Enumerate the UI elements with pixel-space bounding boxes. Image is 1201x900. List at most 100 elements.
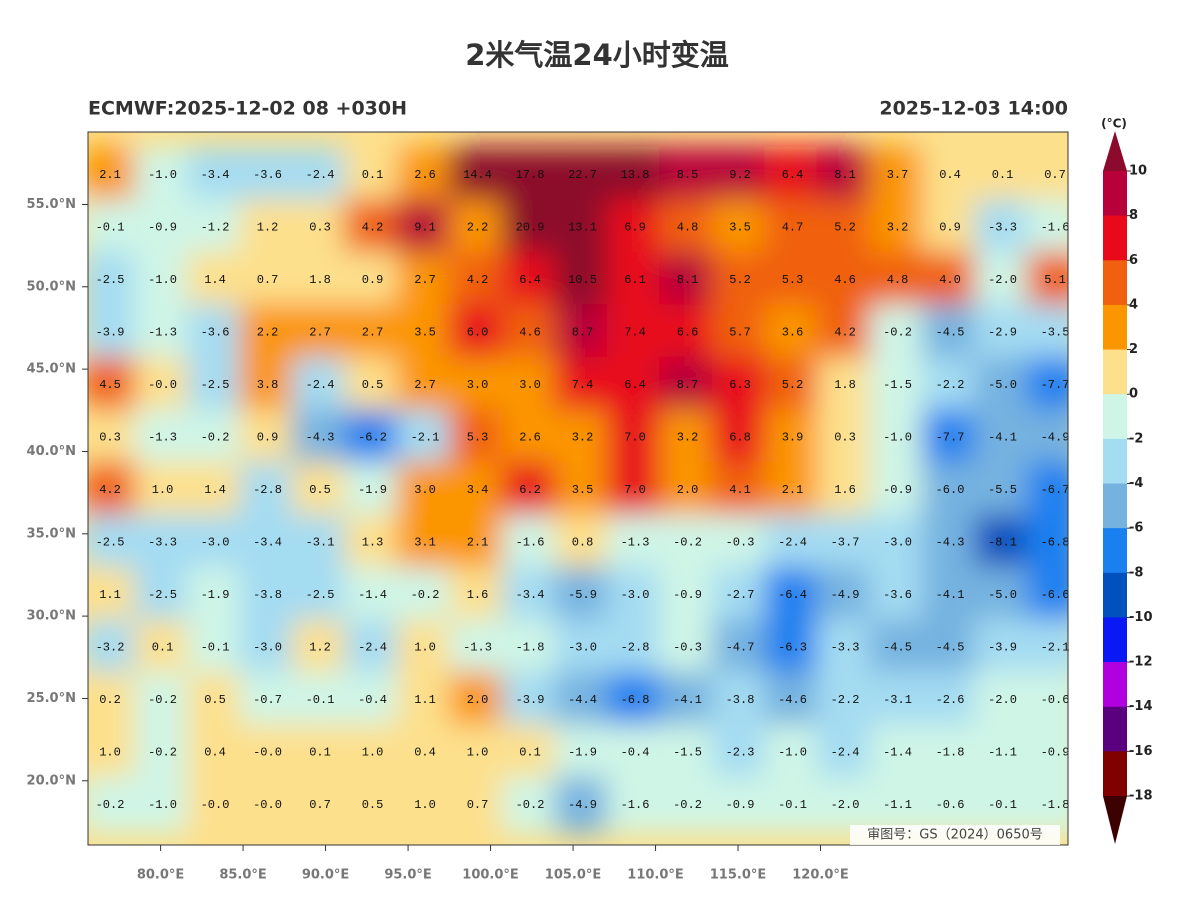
field-cell (554, 566, 611, 624)
field-cell (291, 146, 349, 204)
grid-value: -0.7 (253, 693, 282, 707)
field-cell (239, 356, 296, 414)
field-cell (186, 776, 244, 834)
field-cell (239, 461, 296, 519)
field-cell (449, 356, 506, 414)
grid-value: -0.1 (778, 798, 807, 812)
grid-value: -6.7 (1041, 483, 1070, 497)
field-cell (239, 251, 296, 309)
x-tick-label: 85.0°E (219, 868, 266, 883)
grid-value: 0.8 (572, 536, 594, 550)
colorbar-band (1103, 706, 1127, 752)
field-cell (396, 356, 454, 414)
grid-value: -4.4 (568, 693, 597, 707)
grid-value: 4.0 (939, 273, 961, 287)
grid-value: -3.0 (621, 588, 650, 602)
field-cell (1026, 776, 1068, 834)
grid-value: 0.9 (257, 431, 279, 445)
grid-value: -0.2 (673, 798, 702, 812)
field-cell (396, 566, 454, 624)
field-cell (711, 566, 769, 624)
grid-value: -0.2 (96, 798, 125, 812)
colorbar-label: -8 (1129, 565, 1143, 580)
grid-value: 0.5 (309, 483, 331, 497)
grid-value: -2.8 (253, 483, 282, 497)
field-cell (344, 356, 401, 414)
field-cell (1026, 409, 1068, 466)
grid-value: 2.2 (467, 221, 489, 235)
field-cell (554, 199, 611, 256)
field-cell (554, 619, 611, 676)
field-cell (396, 251, 454, 309)
field-cell (606, 199, 664, 256)
field-cell (88, 724, 139, 781)
field-cell (501, 304, 559, 361)
field-cell (554, 461, 611, 519)
y-tick-label: 25.0°N (27, 691, 76, 706)
field-cell (501, 619, 559, 676)
field-cell (186, 304, 244, 361)
grid-value: 20.9 (516, 221, 545, 235)
field-cell (134, 251, 191, 309)
field-cell (554, 776, 611, 834)
grid-value: 4.1 (729, 483, 751, 497)
grid-value: -1.3 (621, 536, 650, 550)
field-cell (291, 304, 349, 361)
grid-value: -6.8 (621, 693, 650, 707)
field-cell (816, 566, 874, 624)
field-cell (554, 356, 611, 414)
grid-value: 0.1 (519, 746, 541, 760)
grid-value: 3.6 (782, 326, 804, 340)
grid-value: -1.6 (621, 798, 650, 812)
grid-value: 4.2 (467, 273, 489, 287)
colorbar-unit: (°C) (1101, 117, 1127, 131)
field-cell (344, 146, 401, 204)
y-tick-label: 40.0°N (27, 444, 76, 459)
grid-value: 0.4 (939, 168, 961, 182)
field-cell (1026, 199, 1068, 256)
field-cell (606, 619, 664, 676)
grid-value: -2.1 (1041, 641, 1070, 655)
grid-value: -7.7 (1041, 378, 1070, 392)
field-cell (291, 724, 349, 781)
x-tick-label: 90.0°E (302, 868, 349, 883)
field-cell (186, 671, 244, 729)
grid-value: 6.4 (624, 378, 646, 392)
field-cell (88, 199, 139, 256)
grid-value: 1.8 (309, 273, 331, 287)
y-tick-label: 50.0°N (27, 279, 76, 294)
grid-value: -3.9 (988, 641, 1017, 655)
grid-value: -3.0 (201, 536, 230, 550)
field-cell (764, 251, 821, 309)
colorbar-band (1103, 483, 1127, 529)
grid-value: 2.1 (782, 483, 804, 497)
field-cell (1026, 566, 1068, 624)
grid-value: -3.0 (568, 641, 597, 655)
grid-value: 13.1 (568, 221, 597, 235)
field-cell (554, 724, 611, 781)
field-cell (606, 409, 664, 466)
field-cell (816, 514, 874, 571)
colorbar-label: 2 (1129, 342, 1138, 357)
field-cell (711, 146, 769, 204)
colorbar-label: -18 (1129, 789, 1153, 804)
grid-value: 0.1 (992, 168, 1014, 182)
field-cell (344, 514, 401, 571)
field-cell (134, 356, 191, 414)
grid-value: -1.9 (568, 746, 597, 760)
grid-value: -2.4 (358, 641, 387, 655)
field-cell (606, 304, 664, 361)
grid-value: 2.2 (257, 326, 279, 340)
grid-value: -0.9 (1041, 746, 1070, 760)
field-cell (88, 671, 139, 729)
grid-value: 0.7 (309, 798, 331, 812)
grid-value: -0.9 (883, 483, 912, 497)
field-cell (711, 356, 769, 414)
grid-value: -2.0 (831, 798, 860, 812)
grid-value: 3.2 (677, 431, 699, 445)
colorbar-label: -6 (1129, 521, 1143, 536)
grid-value: -0.6 (936, 798, 965, 812)
grid-value: 2.0 (467, 693, 489, 707)
grid-value: 5.1 (1044, 273, 1066, 287)
grid-value: -1.1 (988, 746, 1017, 760)
